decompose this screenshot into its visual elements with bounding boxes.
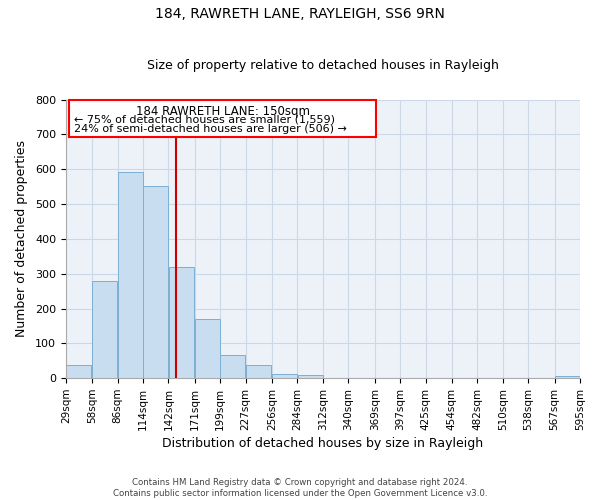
Bar — [169, 266, 194, 378]
Bar — [246, 365, 271, 378]
Text: 184 RAWRETH LANE: 150sqm: 184 RAWRETH LANE: 150sqm — [136, 106, 310, 118]
Bar — [92, 282, 118, 378]
Text: ← 75% of detached houses are smaller (1,559): ← 75% of detached houses are smaller (1,… — [74, 114, 335, 124]
Text: 24% of semi-detached houses are larger (506) →: 24% of semi-detached houses are larger (… — [74, 124, 347, 134]
Bar — [195, 319, 220, 378]
X-axis label: Distribution of detached houses by size in Rayleigh: Distribution of detached houses by size … — [163, 437, 484, 450]
Text: 184, RAWRETH LANE, RAYLEIGH, SS6 9RN: 184, RAWRETH LANE, RAYLEIGH, SS6 9RN — [155, 8, 445, 22]
Bar — [220, 355, 245, 378]
Title: Size of property relative to detached houses in Rayleigh: Size of property relative to detached ho… — [147, 59, 499, 72]
Bar — [298, 376, 323, 378]
Bar — [70, 100, 376, 137]
Bar — [143, 186, 168, 378]
Y-axis label: Number of detached properties: Number of detached properties — [15, 140, 28, 338]
Bar — [118, 172, 143, 378]
Bar — [66, 365, 91, 378]
Bar — [555, 376, 580, 378]
Text: Contains HM Land Registry data © Crown copyright and database right 2024.
Contai: Contains HM Land Registry data © Crown c… — [113, 478, 487, 498]
Bar — [272, 374, 297, 378]
